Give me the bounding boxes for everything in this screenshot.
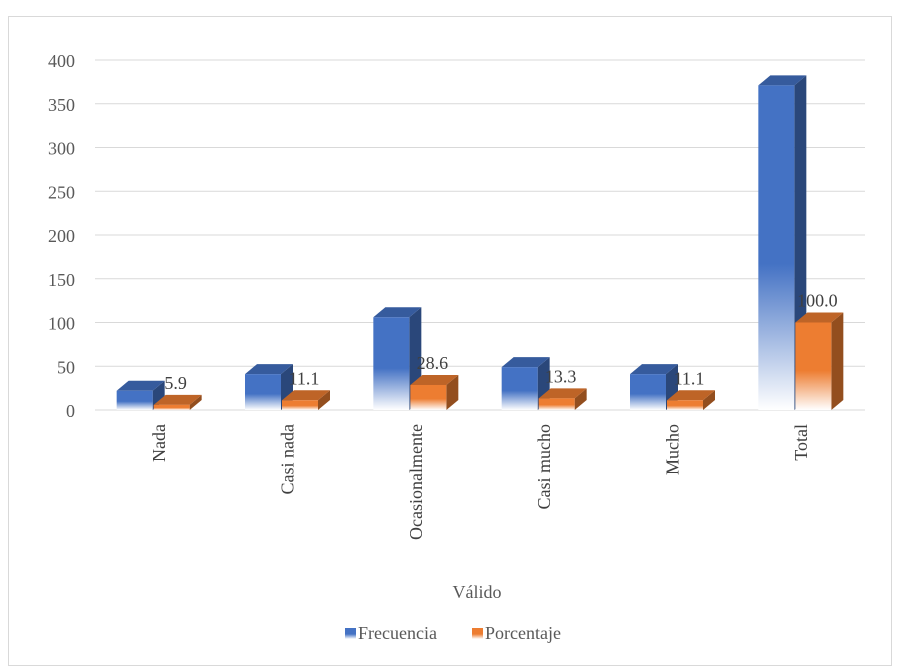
bar-front-face [245,374,281,410]
y-tick-label: 100 [48,314,75,334]
bar-top-face [667,390,715,401]
bar-side-face [189,394,202,410]
y-tick-label: 150 [48,270,75,290]
bar-front-face [630,374,666,410]
legend-swatch [472,628,483,639]
chart-frame: 0 50 100 150 200 250 300 350 400 5.9 11.1 28.6 13.3… [8,16,892,666]
bar-porcentaje-2 [282,390,330,410]
x-axis-title: Válido [453,582,502,602]
gridlines [95,59,865,411]
data-label-porcentaje-6: 100.0 [797,291,838,311]
bar-top-face [153,394,202,405]
bar-top-face [245,364,293,375]
legend: Frecuencia Porcentaje [345,623,561,643]
bar-top-face [282,390,330,401]
bar-top-face [538,388,587,399]
bar-side-face [703,390,715,410]
legend-label: Porcentaje [485,623,561,643]
y-tick-label: 350 [48,95,75,115]
bar-top-face [630,364,678,375]
y-tick-label: 300 [48,139,75,159]
bar-top-face [116,380,165,391]
data-label-porcentaje-3: 28.6 [417,353,449,373]
bar-frecuencia-2 [245,364,293,410]
bar-porcentaje-3 [410,374,459,410]
data-label-porcentaje-1: 5.9 [164,373,187,393]
bar-side-face [318,390,330,410]
category-label-6: Total [791,424,811,461]
bar-top-face [373,307,422,318]
data-label-porcentaje-5: 11.1 [674,368,705,388]
bar-porcentaje-4 [538,388,587,410]
legend-swatch [345,628,356,639]
bar-front-face [538,398,575,410]
y-axis-ticks: 0 50 100 150 200 250 300 350 400 [48,51,75,421]
legend-item-porcentaje: Porcentaje [472,623,561,643]
bar-front-face [795,322,832,410]
bar-front-face [758,85,795,410]
bar-side-face [446,374,459,410]
y-tick-label: 50 [57,357,75,377]
bar-frecuencia-1 [116,380,165,410]
category-label-1: Nada [149,424,169,462]
bars [116,75,844,410]
bar-front-face [116,390,153,410]
x-axis-categories: Nada Casi nada Ocasionalmente Casi mucho Muc… [149,424,811,540]
bar-top-face [501,357,550,368]
category-label-5: Mucho [663,424,683,475]
bar-front-face [373,317,410,410]
y-tick-label: 250 [48,182,75,202]
bar-side-face [831,312,844,410]
bar-top-face [795,312,844,323]
bar-porcentaje-6 [795,312,844,410]
bar-side-face [152,380,165,410]
category-label-4: Casi mucho [534,424,554,510]
bar-frecuencia-5 [630,364,678,410]
y-tick-label: 400 [48,51,75,71]
y-tick-label: 200 [48,226,75,246]
bar-front-face [667,400,703,410]
category-label-2: Casi nada [278,424,298,494]
bar-chart: 0 50 100 150 200 250 300 350 400 5.9 11.1 28.6 13.3… [48,51,865,643]
legend-item-frecuencia: Frecuencia [345,623,437,643]
data-label-porcentaje-2: 11.1 [289,368,320,388]
category-label-3: Ocasionalmente [406,424,426,540]
bar-top-face [410,374,459,385]
bar-front-face [153,404,190,410]
data-labels: 5.9 11.1 28.6 13.3 11.1 100.0 [164,291,837,393]
bar-front-face [410,384,447,410]
y-tick-label: 0 [66,401,75,421]
bar-top-face [758,75,807,86]
bar-front-face [501,367,538,410]
bar-front-face [282,400,318,410]
data-label-porcentaje-4: 13.3 [545,366,577,386]
legend-label: Frecuencia [358,623,437,643]
bar-side-face [574,388,587,410]
bar-porcentaje-5 [667,390,715,410]
bar-porcentaje-1 [153,394,202,410]
